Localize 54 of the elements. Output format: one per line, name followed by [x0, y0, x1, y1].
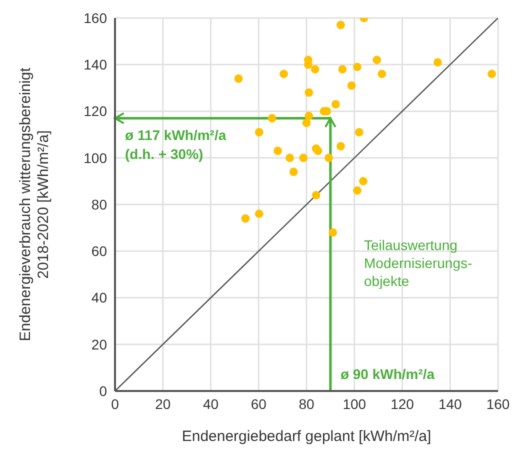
point: [359, 176, 368, 186]
point: [268, 114, 276, 122]
point: [336, 142, 345, 150]
x-tick-label: 20: [155, 396, 171, 412]
point: [312, 190, 320, 200]
point: [324, 154, 333, 162]
x-tick-label: 0: [111, 396, 120, 412]
point: [433, 58, 442, 66]
point: [314, 146, 322, 156]
x-axis-title: Endenergiebedarf geplant [kWh/m²/a]: [182, 428, 432, 445]
point: [286, 154, 294, 162]
y-tick-label: 140: [84, 56, 108, 73]
x-tick-label: 40: [202, 396, 219, 412]
y-tick-label: 80: [91, 196, 108, 212]
point: [274, 146, 282, 156]
ref-line-label: ø 90 kWh/m²/a: [340, 366, 435, 382]
point: [336, 20, 345, 30]
x-tick-label: 120: [390, 396, 414, 412]
point: [332, 100, 340, 108]
point: [353, 186, 362, 195]
y-axis-title: Endenergieverbrauch witterungsbereinigt 2018-2020 [kWh/m²/a]: [17, 66, 52, 342]
point: [353, 62, 362, 72]
point: [354, 128, 364, 136]
point: [304, 88, 314, 97]
point: [241, 214, 250, 223]
x-tick-label: 80: [298, 396, 314, 412]
point: [328, 228, 338, 237]
point: [289, 168, 298, 176]
ref-line-label: ø 117 kWh/m²/a (d.h. + 30%): [125, 127, 226, 162]
point: [254, 210, 264, 218]
x-tick-label: 140: [438, 396, 462, 412]
point: [304, 112, 314, 120]
y-tick-label: 20: [91, 336, 108, 352]
point: [378, 70, 386, 78]
x-tick-label: 100: [342, 396, 366, 412]
point: [347, 81, 356, 90]
y-tick-label: 120: [84, 103, 108, 120]
y-tick-label: 60: [91, 243, 108, 260]
y-tick-label: 0: [99, 382, 108, 399]
point: [280, 70, 288, 78]
point: [488, 70, 496, 78]
y-tick-label: 100: [84, 150, 108, 166]
point: [234, 74, 243, 83]
point: [299, 154, 308, 162]
point: [310, 65, 320, 74]
y-tick-label: 40: [91, 290, 108, 306]
x-tick-label: 160: [486, 396, 510, 412]
y-tick-label: 160: [84, 10, 108, 26]
annotation: Teilauswertung Modernisierungs- objekte: [364, 236, 472, 290]
point: [302, 118, 311, 128]
point: [338, 65, 347, 74]
point: [254, 128, 264, 136]
point: [372, 56, 382, 64]
x-tick-label: 60: [250, 396, 267, 412]
